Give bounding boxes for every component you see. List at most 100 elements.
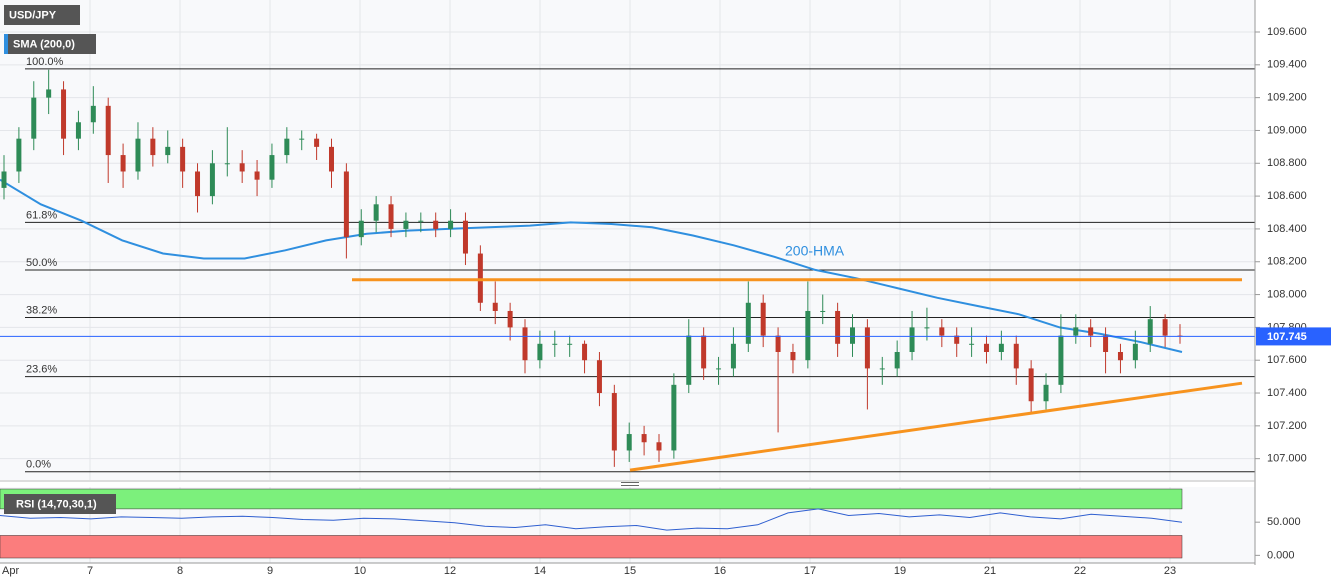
candle-body	[373, 204, 379, 221]
fib-label: 61.8%	[26, 209, 57, 221]
x-tick-label: 12	[444, 565, 456, 577]
hma-annotation: 200-HMA	[785, 243, 845, 259]
candle-body	[165, 146, 171, 156]
candle-body	[135, 138, 141, 172]
support-line	[629, 381, 1243, 472]
candle-body	[1043, 384, 1049, 402]
pane-handle	[621, 482, 639, 483]
candle-body	[760, 302, 766, 336]
candle-body	[105, 105, 111, 156]
candle-body	[150, 138, 156, 156]
x-tick-label: 21	[984, 565, 996, 577]
candle-body	[686, 335, 692, 385]
indicator: SMA (200,0)	[13, 38, 75, 50]
candle-body	[626, 434, 632, 451]
y-tick-label: 107.600	[1267, 354, 1307, 366]
candle-body	[745, 302, 751, 344]
y-tick-label: 107.200	[1267, 420, 1307, 432]
current-price-label: 107.745	[1267, 331, 1307, 343]
candle-body	[224, 163, 230, 165]
x-tick-label: 15	[624, 565, 636, 577]
y-tick-label: 109.600	[1267, 26, 1307, 38]
y-tick-label: 108.600	[1267, 190, 1307, 202]
candle-body	[195, 171, 201, 197]
candle-body	[775, 335, 781, 352]
candle-body	[46, 89, 52, 98]
candle-body	[209, 163, 215, 197]
candle-body	[909, 327, 915, 352]
fib-label: 100.0%	[26, 56, 64, 68]
candle-body	[567, 343, 573, 345]
y-tick-label: 109.000	[1267, 124, 1307, 136]
candle-body	[730, 343, 736, 369]
candle-body	[998, 343, 1004, 352]
candle-body	[433, 220, 439, 229]
candle-body	[805, 310, 811, 361]
fib-label: 50.0%	[26, 257, 57, 269]
candle-body	[403, 220, 409, 229]
candle-body	[552, 343, 558, 345]
candle-body	[671, 384, 677, 451]
candle-body	[388, 204, 394, 229]
candle-body	[90, 105, 96, 123]
candle-body	[701, 335, 707, 369]
candle-body	[716, 368, 722, 370]
hma-line	[0, 178, 1183, 353]
candle-body	[835, 310, 841, 344]
candle-body	[939, 327, 945, 336]
x-tick-label: 8	[177, 565, 183, 577]
indicator-box	[4, 34, 96, 54]
candle-body	[611, 393, 617, 451]
candle-body	[924, 327, 930, 329]
candle-body	[239, 163, 245, 172]
candle-body	[596, 360, 602, 394]
candle-body	[120, 155, 126, 172]
fib-label: 23.6%	[26, 364, 57, 376]
x-tick-label: Apr	[2, 565, 19, 577]
x-tick-label: 19	[894, 565, 906, 577]
candle-body	[358, 220, 364, 238]
candle-body	[314, 138, 320, 147]
candle-body	[507, 310, 513, 328]
candle-body	[254, 171, 260, 180]
candle-body	[1147, 319, 1153, 344]
current-price-box	[1256, 327, 1331, 346]
x-tick-label: 22	[1074, 565, 1086, 577]
candle-body	[954, 335, 960, 344]
rsi-label: RSI (14,70,30,1)	[16, 498, 97, 510]
rsi-tick-label: 50.000	[1267, 516, 1301, 528]
candle-body	[537, 343, 543, 361]
overbought-band	[0, 488, 1183, 510]
candle-body	[418, 220, 424, 222]
y-tick-label: 108.200	[1267, 256, 1307, 268]
y-tick-label: 109.400	[1267, 59, 1307, 71]
x-tick-label: 17	[804, 565, 816, 577]
candle-body	[343, 171, 349, 238]
candle-body	[448, 220, 454, 229]
oversold-band	[0, 535, 1183, 559]
candle-body	[820, 310, 826, 312]
candle-body	[269, 155, 275, 180]
x-tick-label: 7	[87, 565, 93, 577]
candle-body	[1103, 335, 1109, 352]
candle-body	[1028, 368, 1034, 402]
fib-label: 38.2%	[26, 304, 57, 316]
rsi-box	[4, 494, 116, 514]
candle-body	[894, 352, 900, 369]
candle-body	[582, 343, 588, 361]
candle-body	[75, 122, 81, 139]
candle-body	[641, 434, 647, 443]
candle-body	[1, 171, 7, 188]
candle-body	[790, 352, 796, 361]
candle-body	[1088, 327, 1094, 336]
candle-body	[850, 327, 856, 344]
candle-body	[477, 253, 483, 303]
candle-body	[1117, 352, 1123, 361]
candle-body	[492, 302, 498, 311]
x-tick-label: 10	[354, 565, 366, 577]
candle-body	[1132, 343, 1138, 361]
candle-body	[656, 442, 662, 451]
candle-body	[16, 138, 22, 172]
x-tick-label: 14	[534, 565, 546, 577]
